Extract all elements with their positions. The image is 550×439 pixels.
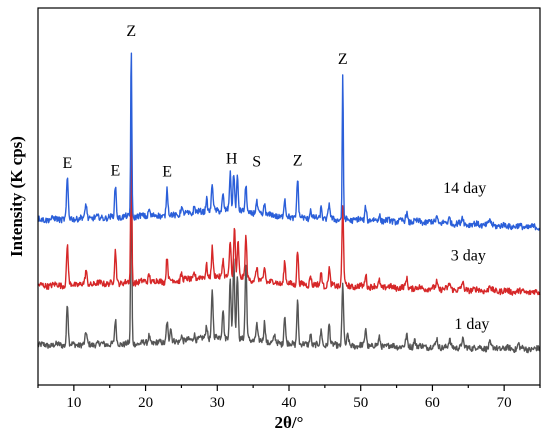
series-label: 1 day [454, 316, 489, 333]
series-line-14-day [37, 52, 541, 231]
x-tick-label: 20 [138, 395, 153, 411]
y-axis-title: Intensity (K cps) [7, 136, 26, 257]
peak-labels: E E Z E H S Z Z [63, 23, 348, 181]
x-axis-title: 2θ/° [275, 413, 304, 432]
series-line-1-day [37, 148, 541, 354]
x-tick-label: 70 [497, 395, 512, 411]
peak-label: Z [126, 23, 136, 40]
x-tick-label: 10 [66, 395, 81, 411]
x-tick-label: 60 [425, 395, 440, 411]
peak-label: E [63, 155, 73, 172]
series-labels: 14 day 3 day 1 day [443, 180, 489, 333]
peak-label: S [252, 154, 261, 171]
x-tick-label: 40 [282, 395, 297, 411]
series-label: 3 day [451, 248, 486, 265]
x-tick-label: 30 [210, 395, 225, 411]
peak-label: Z [338, 51, 348, 68]
peak-label: Z [293, 152, 303, 169]
series-label: 14 day [443, 180, 486, 197]
peak-label: E [162, 164, 172, 181]
peak-label: E [111, 162, 121, 179]
series-lines [37, 52, 541, 354]
x-axis-ticks: 10 20 30 40 50 60 70 [37, 385, 541, 411]
x-tick-label: 50 [353, 395, 368, 411]
series-line-3-day [37, 119, 541, 296]
peak-label: H [226, 150, 238, 167]
